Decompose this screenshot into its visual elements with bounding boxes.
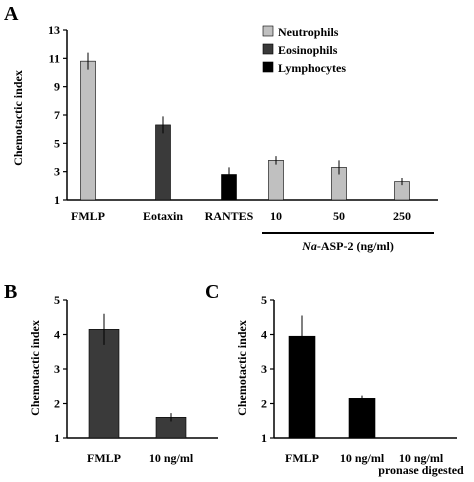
panel-c-y-tick-label: 4 [261,328,267,342]
panel-c-category-label: FMLP [285,451,319,465]
panel-a-category-label: Eotaxin [143,209,183,223]
panel-a-y-tick-label: 5 [54,136,60,150]
panel-c-category-label: pronase digested [378,463,464,477]
panel-c-y-tick-label: 3 [261,362,267,376]
group-label-rest: -ASP-2 (ng/ml) [317,239,394,253]
panel-c-y-tick-label: 5 [261,293,267,307]
panel-a-letter: A [4,3,19,25]
panel-c-y-ticks: 1 2 3 4 5 [261,293,274,445]
panel-b-category-label: FMLP [87,451,121,465]
panel-b-categories: FMLP 10 ng/ml [87,451,194,465]
legend-label: Neutrophils [278,25,339,39]
panel-a-bar [268,160,284,201]
legend-label: Lymphocytes [278,61,346,75]
panel-a-category-label: 10 [270,209,282,223]
legend-label: Eosinophils [278,43,338,57]
panel-b-bar [88,329,120,439]
panel-a-legend: Neutrophils Eosinophils Lymphocytes [262,25,346,75]
panel-b-y-axis-label: Chemotactic index [28,320,42,416]
panel-c-letter: C [205,281,219,303]
panel-b-bars [88,313,187,439]
panel-b-letter: B [4,281,17,303]
panel-b-y-tick-label: 1 [54,431,60,445]
group-label-italic: Na [301,239,317,253]
panel-c-bar [348,398,376,439]
panel-a-bar [80,60,96,201]
panel-a-y-tick-label: 11 [49,51,60,65]
panel-a-category-label: 50 [333,209,345,223]
panel-a-y-axis-label: Chemotactic index [11,70,25,166]
legend-swatch [262,61,274,73]
panel-a-y-tick-label: 13 [48,23,60,37]
panel-b-y-ticks: 1 2 3 4 5 [54,293,67,445]
panel-b-y-tick-label: 2 [54,397,60,411]
legend-swatch [262,43,274,55]
panel-b-y-tick-label: 4 [54,328,60,342]
panel-c-category-label: 10 ng/ml [399,451,444,465]
panel-a-y-tick-label: 7 [54,108,60,122]
panel-a-y-tick-label: 3 [54,165,60,179]
panel-a-category-label: FMLP [71,209,105,223]
panel-c-y-tick-label: 1 [261,431,267,445]
panel-b-y-tick-label: 3 [54,362,60,376]
panel-a-y-tick-label: 9 [54,80,60,94]
panel-c-y-tick-label: 2 [261,397,267,411]
panel-a-categories: FMLP Eotaxin RANTES 10 50 250 [71,209,411,223]
panel-c-y-axis-label: Chemotactic index [235,320,249,416]
panel-a-bars [80,52,410,201]
legend-swatch [262,25,274,37]
panel-b-category-label: 10 ng/ml [149,451,194,465]
panel-c-category-label: 10 ng/ml [340,451,385,465]
panel-a-category-label: 250 [393,209,411,223]
panel-b-y-tick-label: 5 [54,293,60,307]
panel-b: B Chemotactic index 1 2 3 4 5 FMLP 10 ng/ml [4,281,218,465]
panel-a-y-tick-label: 1 [54,193,60,207]
panel-a-bar [155,124,171,201]
panel-c-bars [288,315,376,439]
panel-c: C Chemotactic index 1 2 3 4 5 FMLP 10 ng/ml 10… [205,281,464,477]
panel-a-category-label: RANTES [205,209,254,223]
group-label: Na-ASP-2 (ng/ml) [301,239,394,253]
